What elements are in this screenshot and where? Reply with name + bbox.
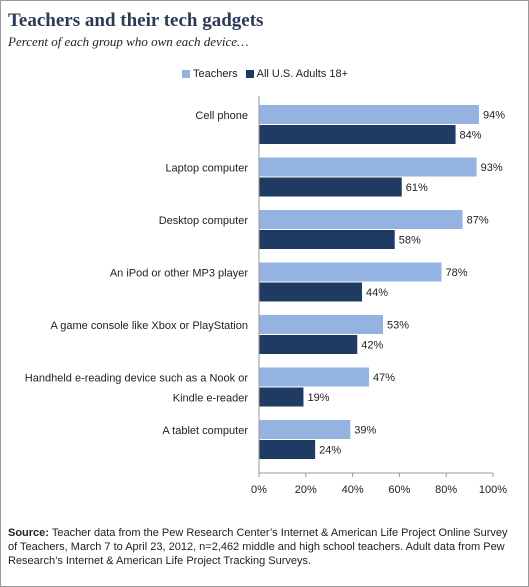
data-label-adults-2: 58% [399, 235, 421, 247]
source-label: Source: [8, 527, 49, 539]
x-tick-label-0: 0% [251, 484, 267, 496]
x-tick-label-2: 40% [342, 484, 364, 496]
category-label-5: Handheld e-reading device such as a Nook… [25, 373, 249, 405]
x-tick-label-5: 100% [479, 484, 507, 496]
data-label-teachers-1: 93% [481, 162, 503, 174]
legend: Teachers All U.S. Adults 18+ [182, 68, 356, 80]
legend-swatch-teachers [182, 70, 190, 78]
data-label-teachers-5: 47% [373, 372, 395, 384]
bar-adults-2 [259, 230, 395, 249]
legend-item-adults: All U.S. Adults 18+ [245, 68, 349, 80]
category-label-3: An iPod or other MP3 player [110, 268, 249, 280]
bar-teachers-2 [259, 210, 463, 229]
category-label-1: Laptop computer [165, 163, 248, 175]
bar-teachers-6 [259, 420, 351, 439]
bar-teachers-3 [259, 262, 442, 282]
bar-teachers-1 [259, 157, 477, 177]
x-tick-label-1: 20% [295, 484, 317, 496]
bar-teachers-0 [259, 105, 479, 124]
data-label-adults-0: 84% [460, 130, 482, 142]
bar-adults-6 [259, 440, 316, 459]
category-label-4: A game console like Xbox or PlayStation [50, 320, 248, 332]
category-label-2: Desktop computer [159, 215, 249, 227]
category-label-0: Cell phone [195, 110, 248, 122]
legend-label-teachers: Teachers [193, 68, 238, 80]
chart-subtitle: Percent of each group who own each devic… [8, 34, 249, 49]
bar-teachers-5 [259, 367, 369, 387]
bar-adults-5 [259, 387, 304, 407]
data-label-adults-3: 44% [366, 287, 388, 299]
data-label-teachers-3: 78% [446, 267, 468, 279]
chart-title: Teachers and their tech gadgets [8, 10, 264, 31]
data-label-adults-4: 42% [361, 340, 383, 352]
x-tick-label-4: 80% [435, 484, 457, 496]
bar-chart: 94%84% Cell phone 93% 61% Laptop computer 87%… [25, 96, 507, 496]
bar-adults-1 [259, 177, 402, 197]
data-label-teachers-0: 94% [483, 110, 505, 122]
data-label-adults-5: 19% [307, 392, 329, 404]
data-label-adults-1: 61% [406, 182, 428, 194]
legend-label-adults: All U.S. Adults 18+ [256, 68, 349, 80]
x-tick-label-3: 60% [388, 484, 410, 496]
legend-swatch-adults [245, 70, 254, 78]
data-label-teachers-4: 53% [387, 320, 409, 332]
data-label-teachers-6: 39% [354, 425, 376, 437]
data-label-adults-6: 24% [319, 445, 341, 457]
category-label-6: A tablet computer [162, 425, 248, 437]
bar-adults-0 [259, 125, 456, 144]
legend-item-teachers: Teachers [182, 68, 238, 80]
bar-adults-3 [259, 282, 362, 302]
source-note: Source: Teacher data from the Pew Resear… [8, 526, 518, 568]
data-label-teachers-2: 87% [467, 215, 489, 227]
bar-adults-4 [259, 335, 358, 354]
bar-teachers-4 [259, 315, 384, 334]
source-text: Teacher data from the Pew Research Cente… [8, 527, 508, 567]
